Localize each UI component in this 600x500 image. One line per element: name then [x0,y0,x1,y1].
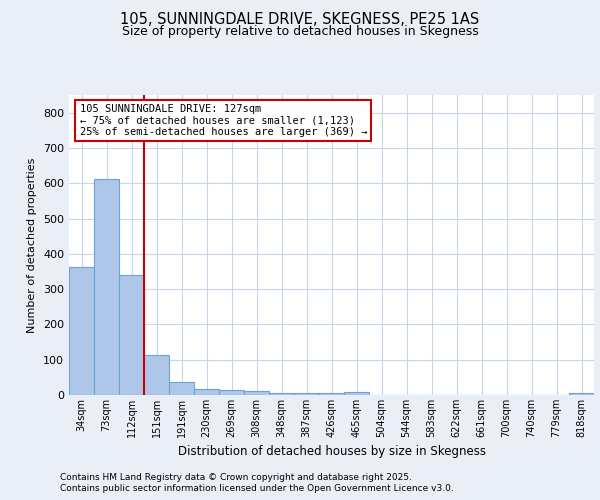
Bar [144,355,169,395]
Bar [244,392,269,395]
Text: Contains public sector information licensed under the Open Government Licence v3: Contains public sector information licen… [60,484,454,493]
Bar [219,390,244,395]
Text: Contains HM Land Registry data © Crown copyright and database right 2025.: Contains HM Land Registry data © Crown c… [60,472,412,482]
Text: 105 SUNNINGDALE DRIVE: 127sqm
← 75% of detached houses are smaller (1,123)
25% o: 105 SUNNINGDALE DRIVE: 127sqm ← 75% of d… [79,104,367,137]
X-axis label: Distribution of detached houses by size in Skegness: Distribution of detached houses by size … [178,446,485,458]
Bar [94,179,119,395]
Bar [569,393,594,395]
Bar [119,275,144,395]
Bar [319,393,344,395]
Bar [344,392,369,395]
Text: 105, SUNNINGDALE DRIVE, SKEGNESS, PE25 1AS: 105, SUNNINGDALE DRIVE, SKEGNESS, PE25 1… [121,12,479,28]
Bar [269,392,294,395]
Bar [294,393,319,395]
Y-axis label: Number of detached properties: Number of detached properties [28,158,37,332]
Bar [69,267,94,395]
Bar [169,382,194,395]
Text: Size of property relative to detached houses in Skegness: Size of property relative to detached ho… [122,25,478,38]
Bar [194,388,219,395]
